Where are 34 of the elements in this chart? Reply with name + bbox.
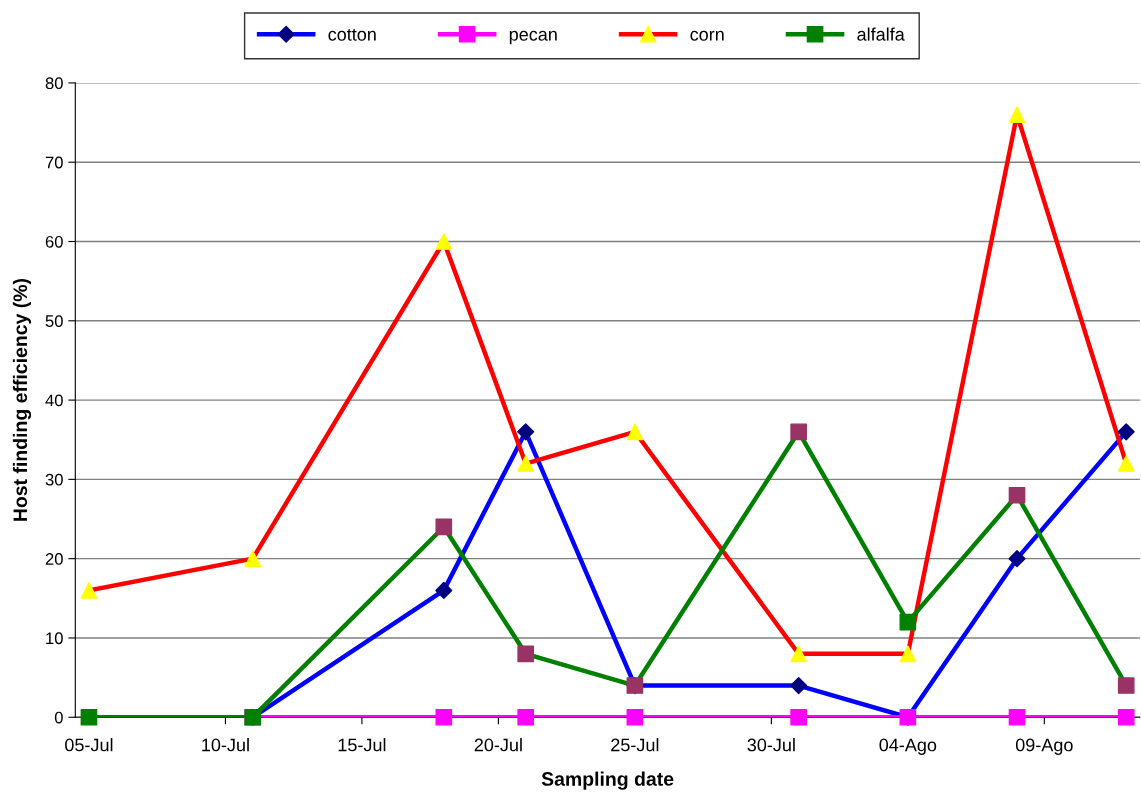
y-axis-title: Host finding efficiency (%) — [12, 278, 32, 521]
legend-label: alfalfa — [857, 27, 905, 41]
x-axis-title: Sampling date — [541, 771, 674, 790]
point — [80, 582, 98, 599]
x-tick-label: 10-Jul — [202, 738, 249, 752]
y-tick-label: 50 — [45, 315, 63, 327]
x-tick-label: 09-Ago — [1015, 738, 1073, 755]
point — [435, 233, 453, 250]
point — [517, 455, 535, 472]
x-tick-label: 04-Ago — [879, 738, 937, 755]
point — [80, 708, 98, 726]
legend-label: cotton — [328, 28, 376, 41]
x-tick-label: 05-Jul — [65, 738, 113, 752]
x-tick-label: 15-Jul — [338, 738, 386, 752]
y-tick-label: 60 — [45, 235, 63, 248]
point — [790, 645, 807, 663]
y-tick-label: 70 — [45, 156, 63, 169]
point — [1008, 106, 1026, 123]
y-tick-label: 0 — [54, 711, 63, 724]
x-tick-label: 20-Jul — [474, 738, 522, 752]
y-tick-label: 10 — [46, 632, 63, 645]
x-tick-label: 25-Jul — [611, 738, 659, 752]
point — [626, 423, 644, 441]
point — [1117, 455, 1135, 472]
legend-label: corn — [690, 30, 724, 41]
legend-label: pecan — [509, 30, 557, 45]
y-tick-label: 20 — [45, 553, 63, 565]
x-tick-label: 30-Jul — [747, 738, 795, 752]
point — [899, 645, 917, 663]
y-tick-label: 40 — [45, 394, 63, 407]
point — [244, 550, 262, 568]
y-tick-label: 80 — [45, 77, 63, 90]
y-tick-label: 30 — [45, 473, 63, 486]
point — [626, 708, 644, 726]
